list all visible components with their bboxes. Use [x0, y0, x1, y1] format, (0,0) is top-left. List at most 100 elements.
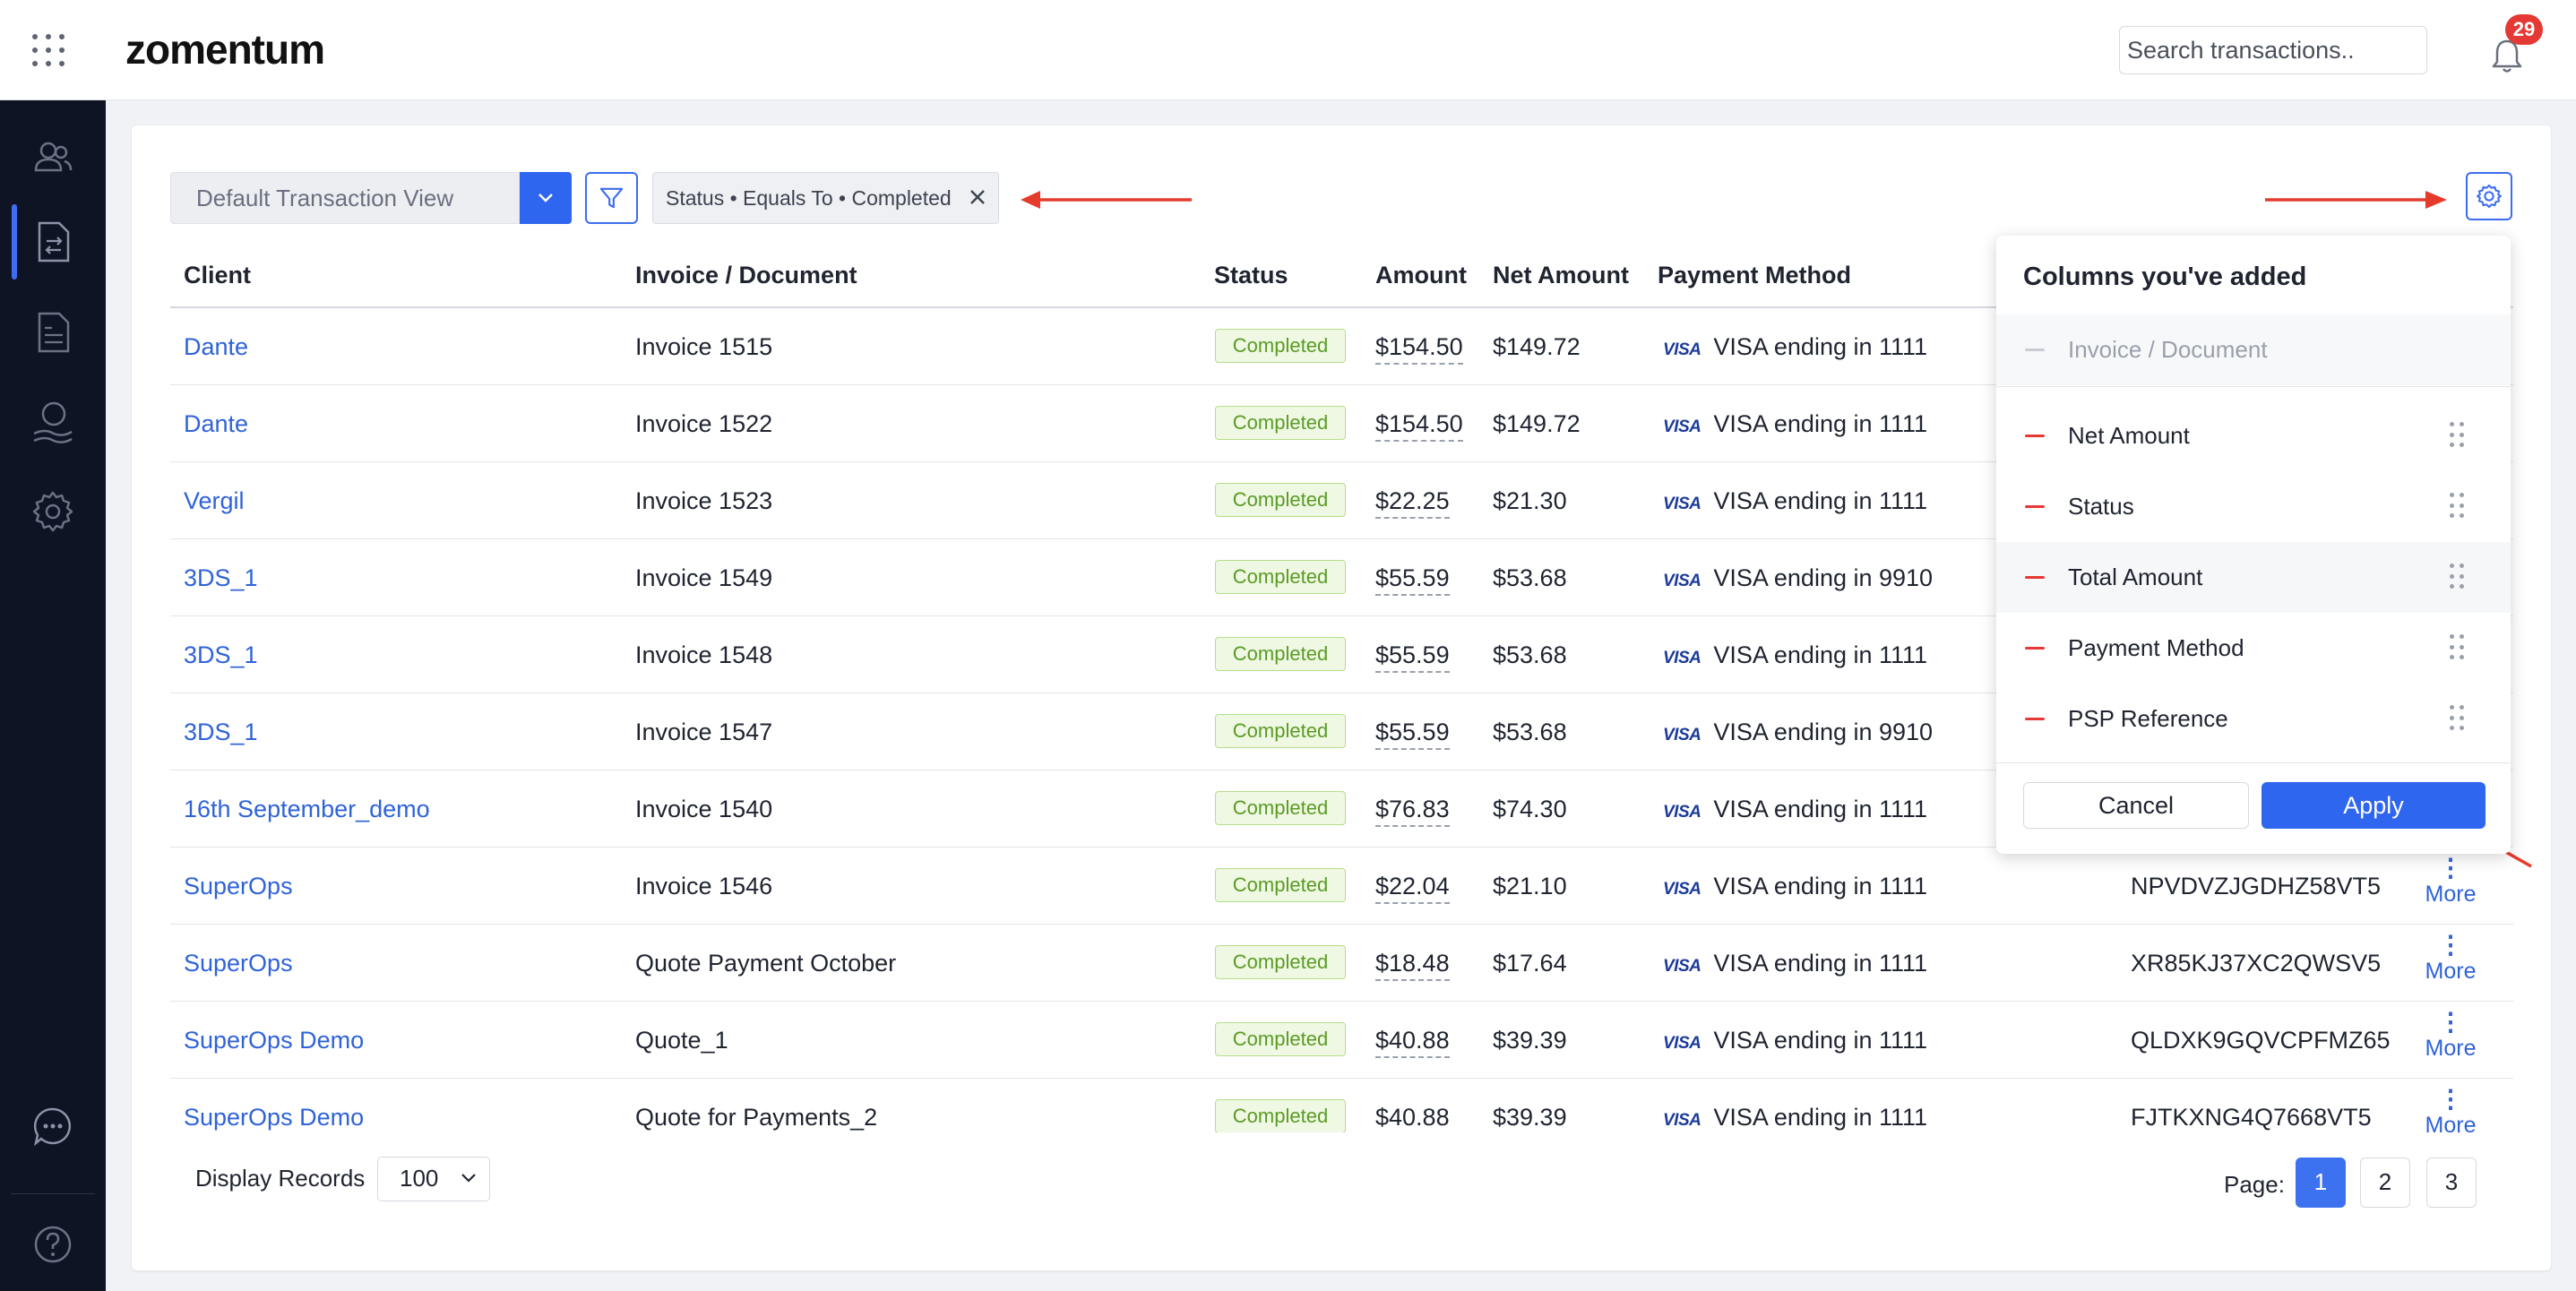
column-item[interactable]: Net Amount [1996, 400, 2511, 471]
invoice-icon[interactable] [29, 308, 77, 357]
net-amount-cell: $74.30 [1493, 796, 1567, 822]
net-amount-cell: $39.39 [1493, 1104, 1567, 1131]
transactions-icon[interactable] [29, 218, 77, 266]
column-header-net-amount[interactable]: Net Amount [1493, 262, 1629, 288]
client-link[interactable]: SuperOps Demo [184, 1104, 365, 1131]
status-badge: Completed [1215, 560, 1346, 594]
remove-icon[interactable] [2025, 576, 2045, 579]
card-label: VISA ending in 1111 [1713, 487, 1928, 514]
drag-handle-icon[interactable] [2450, 564, 2464, 590]
client-link[interactable]: Dante [184, 333, 249, 360]
drag-handle-icon[interactable] [2450, 634, 2464, 661]
more-menu-button[interactable]: ⋮ More [2415, 1010, 2486, 1070]
amount-cell: $40.88 [1375, 1079, 1450, 1132]
settings-icon[interactable] [29, 487, 77, 536]
column-item[interactable]: Total Amount [1996, 542, 2511, 613]
payout-icon[interactable] [29, 398, 77, 446]
table-row: 16th September_demo Invoice 1540 Complet… [170, 770, 2513, 848]
column-item[interactable]: PSP Reference [1996, 684, 2511, 754]
records-per-page-select[interactable]: 100 [377, 1157, 490, 1201]
column-settings-icon[interactable] [2466, 172, 2512, 220]
invoice-cell: Invoice 1515 [635, 333, 773, 360]
net-amount-cell: $53.68 [1493, 564, 1567, 591]
table-row: SuperOps Invoice 1546 Completed $22.04 $… [170, 848, 2513, 925]
more-menu-button[interactable]: ⋮ More [2415, 856, 2486, 916]
card-label: VISA ending in 9910 [1713, 564, 1934, 591]
apply-button[interactable]: Apply [2262, 782, 2486, 829]
column-label: Total Amount [2068, 564, 2203, 590]
status-badge: Completed [1215, 329, 1346, 363]
remove-icon[interactable] [2025, 718, 2045, 720]
remove-icon[interactable] [2025, 435, 2045, 437]
users-icon[interactable] [29, 134, 77, 183]
net-amount-cell: $53.68 [1493, 719, 1567, 745]
amount-cell: $55.59 [1375, 693, 1450, 770]
display-records-label: Display Records [195, 1165, 366, 1192]
app-grid-icon[interactable] [32, 34, 65, 66]
client-link[interactable]: SuperOps [184, 873, 293, 899]
annotation-arrow-left [1021, 191, 1192, 209]
filter-icon[interactable] [585, 172, 638, 224]
notification-badge: 29 [2505, 14, 2543, 45]
drag-handle-icon[interactable] [2450, 493, 2464, 520]
amount-cell: $55.59 [1375, 616, 1450, 693]
view-select[interactable]: Default Transaction View [170, 172, 520, 224]
visa-icon: VISA [1663, 726, 1702, 744]
more-label: More [2425, 1036, 2477, 1061]
client-link[interactable]: Dante [184, 410, 249, 437]
payment-method-cell: VISA VISA ending in 1111 [1663, 770, 1927, 848]
more-menu-button[interactable]: ⋮ More [2415, 933, 2486, 993]
payment-method-cell: VISA VISA ending in 1111 [1663, 848, 1927, 925]
table-header: Client Invoice / Document Status Amount … [170, 242, 2513, 308]
kebab-icon: ⋮ [2438, 854, 2463, 882]
amount-value: $55.59 [1375, 564, 1450, 596]
client-link[interactable]: 3DS_1 [184, 719, 258, 745]
client-link[interactable]: SuperOps Demo [184, 1027, 365, 1054]
payment-method-cell: VISA VISA ending in 1111 [1663, 1002, 1927, 1079]
page-button-1[interactable]: 1 [2296, 1158, 2346, 1208]
drag-handle-icon[interactable] [2450, 705, 2464, 732]
chevron-down-icon[interactable] [520, 172, 572, 224]
column-header-client[interactable]: Client [184, 262, 252, 288]
psp-reference-cell: FJTKXNG4Q7668VT5 [2131, 1104, 2372, 1131]
remove-icon[interactable] [2025, 505, 2045, 508]
drag-handle-icon[interactable] [2450, 422, 2464, 449]
amount-cell: $154.50 [1375, 308, 1463, 385]
help-icon[interactable] [29, 1220, 77, 1269]
amount-cell: $22.25 [1375, 462, 1450, 539]
client-link[interactable]: 16th September_demo [184, 796, 430, 822]
client-link[interactable]: 3DS_1 [184, 641, 258, 668]
status-badge: Completed [1215, 868, 1346, 902]
search-input[interactable] [2119, 26, 2427, 74]
card-label: VISA ending in 1111 [1713, 641, 1928, 668]
column-item[interactable]: Payment Method [1996, 613, 2511, 684]
card-label: VISA ending in 9910 [1713, 719, 1934, 745]
cancel-button[interactable]: Cancel [2023, 782, 2249, 829]
chat-icon[interactable] [29, 1102, 77, 1150]
more-menu-button[interactable]: ⋮ More [2415, 1087, 2486, 1133]
payment-method-cell: VISA VISA ending in 9910 [1663, 539, 1933, 616]
client-link[interactable]: 3DS_1 [184, 564, 258, 591]
invoice-cell: Invoice 1546 [635, 873, 773, 899]
client-link[interactable]: SuperOps [184, 950, 293, 977]
column-header-payment-method[interactable]: Payment Method [1658, 262, 1852, 288]
amount-cell: $154.50 [1375, 385, 1463, 462]
net-amount-cell: $17.64 [1493, 950, 1567, 977]
page-button-3[interactable]: 3 [2426, 1158, 2477, 1208]
column-header-invoice[interactable]: Invoice / Document [635, 262, 857, 288]
column-item[interactable]: Status [1996, 471, 2511, 542]
visa-icon: VISA [1663, 957, 1702, 976]
payment-method-cell: VISA VISA ending in 1111 [1663, 925, 1927, 1002]
column-header-status[interactable]: Status [1214, 262, 1288, 288]
visa-icon: VISA [1663, 803, 1702, 822]
column-header-amount[interactable]: Amount [1375, 262, 1467, 288]
page-button-2[interactable]: 2 [2360, 1158, 2410, 1208]
close-icon[interactable] [966, 185, 989, 209]
client-link[interactable]: Vergil [184, 487, 245, 514]
visa-icon: VISA [1663, 1034, 1702, 1053]
column-label: Invoice / Document [2068, 336, 2268, 363]
chevron-down-icon [461, 1174, 476, 1183]
remove-icon[interactable] [2025, 647, 2045, 650]
column-label: Net Amount [2068, 422, 2190, 449]
zomentum-logo[interactable]: zomentum [125, 26, 325, 73]
